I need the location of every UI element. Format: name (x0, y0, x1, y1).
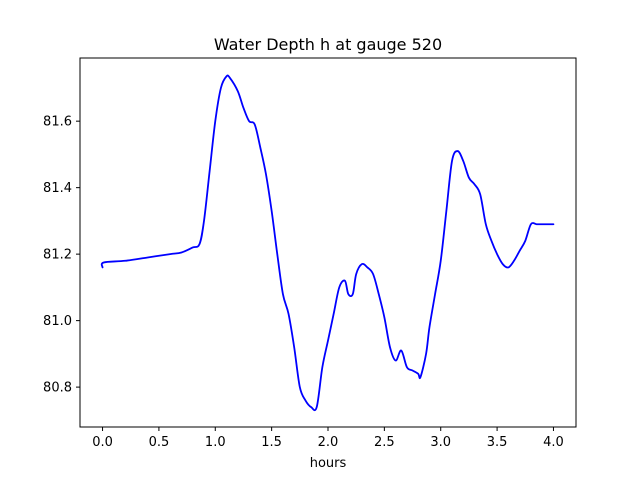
x-axis: 0.0 0.5 1.0 1.5 2.0 2.5 3.0 3.5 4.0 (92, 427, 564, 450)
y-tick-label: 81.2 (43, 248, 72, 263)
x-tick-label: 3.5 (487, 435, 508, 450)
x-tick-label: 0.5 (149, 435, 170, 450)
y-tick-label: 80.8 (43, 381, 72, 396)
x-tick-label: 4.0 (543, 435, 564, 450)
x-axis-label: hours (310, 456, 347, 471)
x-tick-label: 1.5 (261, 435, 282, 450)
y-tick-label: 81.6 (43, 115, 72, 130)
x-tick-label: 2.5 (374, 435, 395, 450)
plot-frame (79, 57, 577, 428)
x-tick-label: 3.0 (430, 435, 451, 450)
chart-title: Water Depth h at gauge 520 (214, 35, 442, 54)
plot-area (80, 58, 576, 427)
x-tick-label: 2.0 (318, 435, 339, 450)
y-tick-label: 81.4 (43, 181, 72, 196)
x-tick-label: 0.0 (92, 435, 113, 450)
y-tick-label: 81.0 (43, 314, 72, 329)
x-tick-label: 1.0 (205, 435, 226, 450)
y-axis: 80.8 81.0 81.2 81.4 81.6 (43, 115, 80, 396)
series-line (100, 74, 555, 412)
